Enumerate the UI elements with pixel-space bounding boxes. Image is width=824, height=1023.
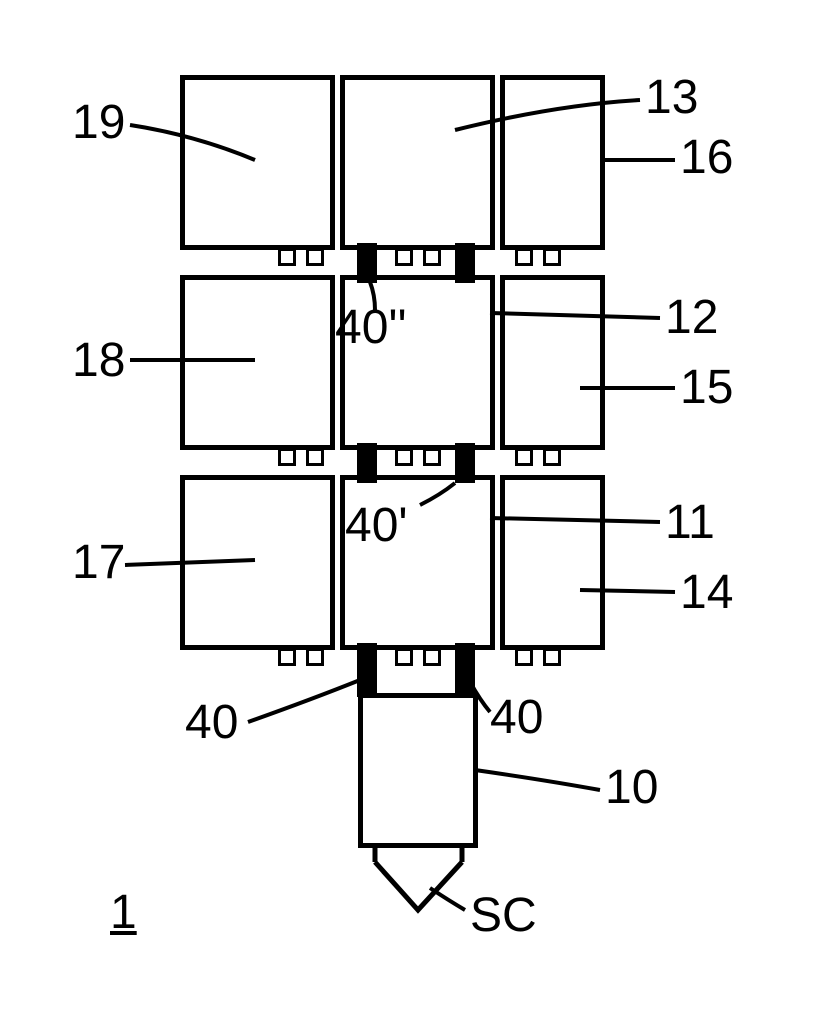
label-19: 19 xyxy=(72,95,125,150)
connector-hollow xyxy=(423,248,441,266)
box-row2-right xyxy=(500,275,605,450)
connector-hollow xyxy=(306,648,324,666)
connector-solid xyxy=(455,443,475,483)
connector-hollow xyxy=(515,448,533,466)
connector-hollow xyxy=(306,248,324,266)
label-12: 12 xyxy=(665,290,718,345)
box-row3-left xyxy=(180,475,335,650)
connector-hollow xyxy=(515,648,533,666)
label-10: 10 xyxy=(605,760,658,815)
connector-hollow xyxy=(423,648,441,666)
box-row3-right xyxy=(500,475,605,650)
label-40-left: 40 xyxy=(185,695,238,750)
connector-hollow xyxy=(306,448,324,466)
label-sc: SC xyxy=(470,888,537,943)
connector-hollow xyxy=(395,648,413,666)
connector-solid xyxy=(357,243,377,283)
connector-hollow xyxy=(543,648,561,666)
connector-solid xyxy=(357,443,377,483)
connector-hollow xyxy=(543,248,561,266)
connector-hollow xyxy=(515,248,533,266)
connector-hollow xyxy=(278,248,296,266)
connector-solid xyxy=(455,243,475,283)
label-40p: 40' xyxy=(345,498,408,553)
connector-solid xyxy=(455,643,475,697)
label-15: 15 xyxy=(680,360,733,415)
label-11: 11 xyxy=(665,495,715,550)
box-row2-left xyxy=(180,275,335,450)
connector-hollow xyxy=(543,448,561,466)
label-40-right: 40 xyxy=(490,690,543,745)
connector-hollow xyxy=(278,448,296,466)
figure-number: 1 xyxy=(110,885,137,940)
label-17: 17 xyxy=(72,535,125,590)
box-row1-right xyxy=(500,75,605,250)
box-bottom xyxy=(358,693,478,848)
connector-hollow xyxy=(395,448,413,466)
box-row1-mid xyxy=(340,75,495,250)
box-row1-left xyxy=(180,75,335,250)
label-13: 13 xyxy=(645,70,698,125)
label-16: 16 xyxy=(680,130,733,185)
diagram-container: 19 18 17 13 16 12 15 11 14 10 40'' 40' 4… xyxy=(0,0,824,1023)
label-18: 18 xyxy=(72,333,125,388)
label-40pp: 40'' xyxy=(335,300,407,355)
connector-hollow xyxy=(278,648,296,666)
connector-solid xyxy=(357,643,377,697)
label-14: 14 xyxy=(680,565,733,620)
connector-hollow xyxy=(395,248,413,266)
connector-hollow xyxy=(423,448,441,466)
